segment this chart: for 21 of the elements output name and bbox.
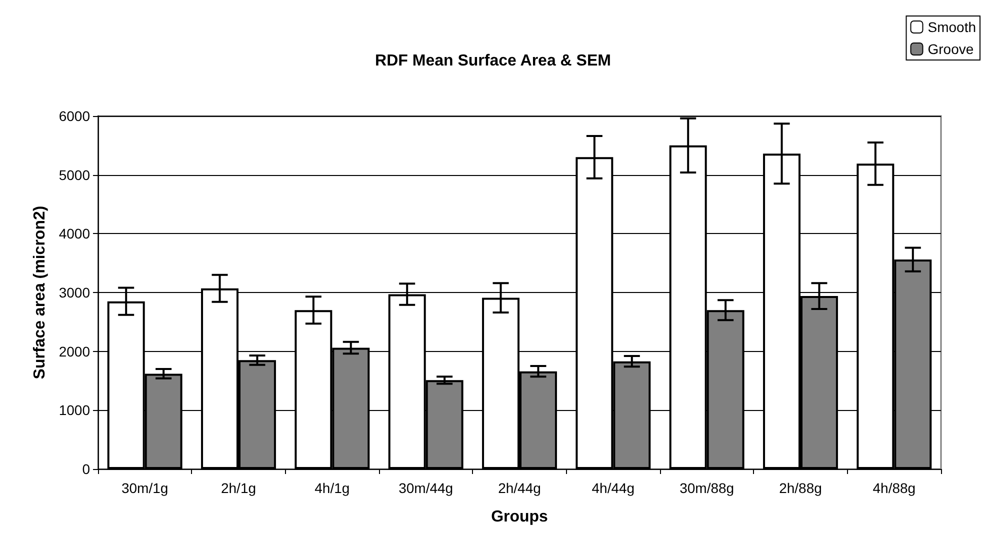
y-axis-title: Surface area (micron2) <box>31 206 48 380</box>
x-tick-label: 2h/1g <box>220 480 256 496</box>
x-tick-label: 4h/1g <box>314 480 350 496</box>
y-tick-label: 3000 <box>58 284 90 300</box>
y-tick-label: 4000 <box>58 226 90 242</box>
x-tick-label: 30m/1g <box>121 480 168 496</box>
x-tick-label: 30m/88g <box>680 480 734 496</box>
legend-label: Groove <box>928 41 974 57</box>
x-tick-label: 4h/44g <box>592 480 635 496</box>
legend-label: Smooth <box>928 19 976 35</box>
y-tick-label: 6000 <box>58 108 90 124</box>
x-tick-label: 2h/44g <box>498 480 541 496</box>
y-tick-label: 5000 <box>58 166 90 183</box>
y-tick-label: 2000 <box>58 343 90 360</box>
x-tick-label: 2h/88g <box>779 480 822 496</box>
chart-title: RDF Mean Surface Area & SEM <box>375 52 611 70</box>
x-axis-title: Groups <box>491 508 548 526</box>
x-tick-label: 30m/44g <box>398 480 454 496</box>
y-tick-label: 0 <box>82 461 90 477</box>
y-tick-label: 1000 <box>58 402 90 418</box>
x-tick-label: 4h/88g <box>872 480 916 496</box>
